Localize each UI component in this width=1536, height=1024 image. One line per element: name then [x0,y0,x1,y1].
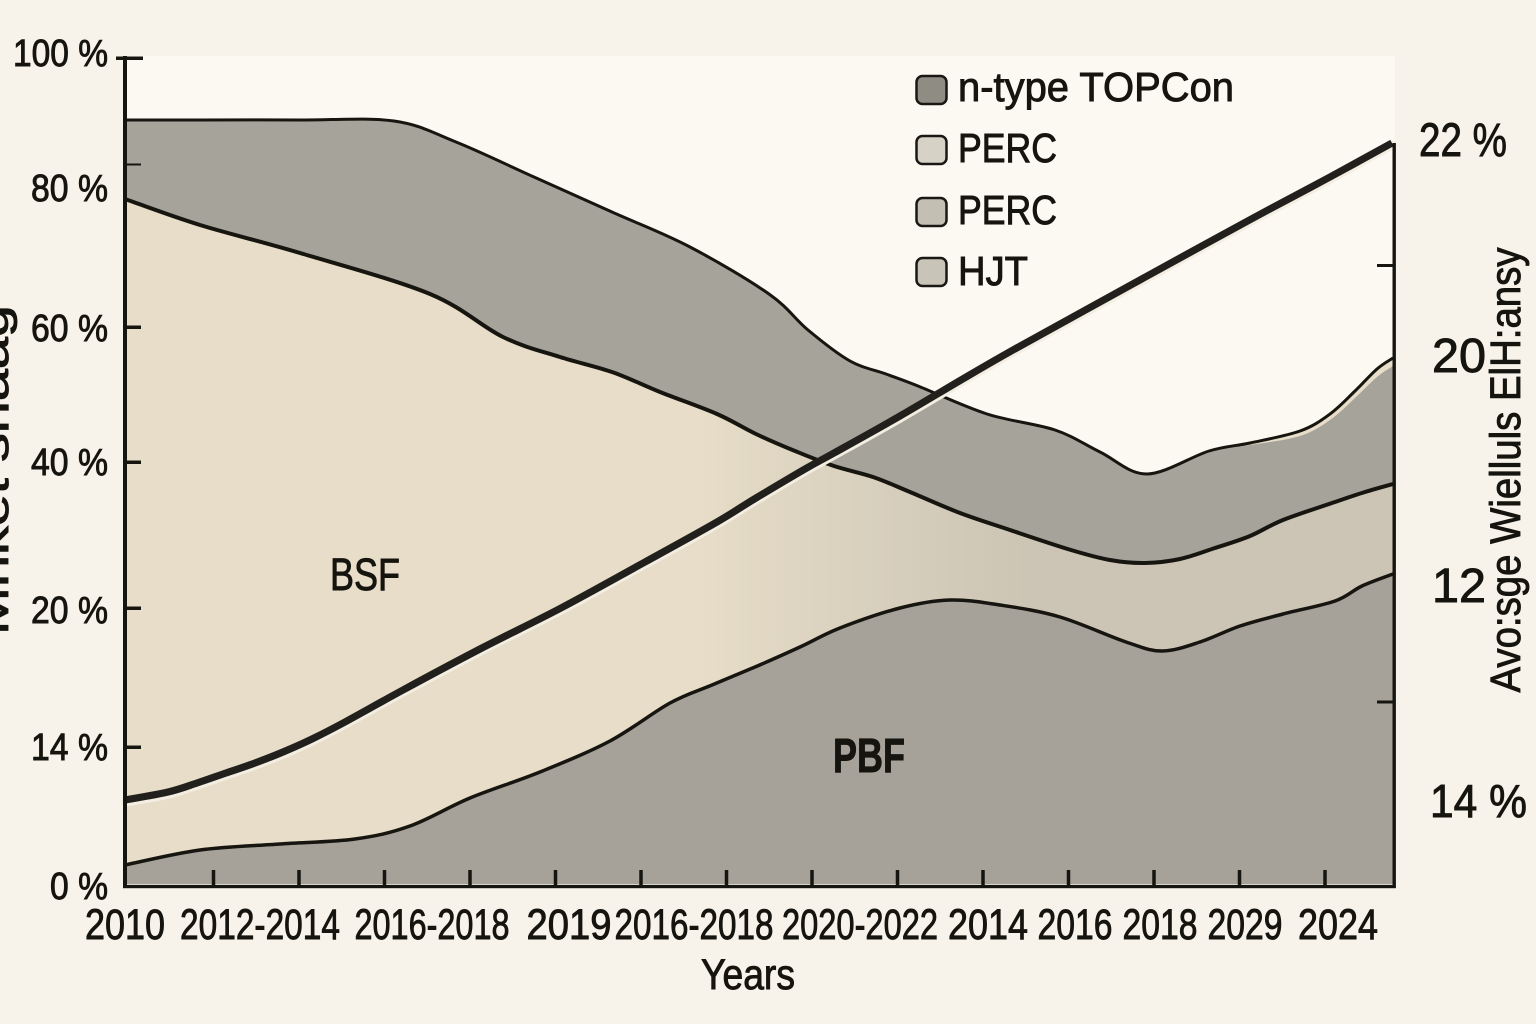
svg-text:22 %: 22 % [1419,113,1507,166]
svg-text:PERC: PERC [958,125,1057,171]
svg-text:2016-2018: 2016-2018 [355,901,510,949]
svg-text:2020-2022: 2020-2022 [782,901,938,949]
svg-text:2024: 2024 [1298,901,1378,949]
svg-text:HJT: HJT [958,248,1028,294]
svg-text:80 %: 80 % [31,168,108,210]
svg-text:60 %: 60 % [31,308,108,350]
svg-text:2016-2018: 2016-2018 [615,901,774,949]
svg-text:2029: 2029 [1208,901,1283,949]
svg-text:Years: Years [701,951,795,999]
svg-text:2012-2014: 2012-2014 [180,901,340,949]
svg-text:100 %: 100 % [13,33,108,75]
svg-text:Avo:sge Wielluls ElH:ansy: Avo:sge Wielluls ElH:ansy [1482,247,1530,692]
svg-text:14 %: 14 % [1430,775,1527,827]
svg-text:Mnket shaag: Mnket shaag [0,305,18,635]
svg-text:PBF: PBF [833,730,905,783]
svg-text:20: 20 [1432,330,1486,383]
svg-text:2014: 2014 [948,901,1028,949]
svg-text:0 %: 0 % [50,866,108,908]
svg-text:PERC: PERC [958,187,1057,233]
svg-text:2016: 2016 [1038,901,1113,949]
svg-text:20 %: 20 % [31,590,108,632]
svg-text:2018: 2018 [1123,901,1198,949]
svg-text:2019: 2019 [527,901,612,949]
svg-text:2010: 2010 [85,901,165,949]
svg-text:12: 12 [1432,560,1486,613]
svg-text:14 %: 14 % [31,727,108,769]
svg-text:n-type TOPCon: n-type TOPCon [958,64,1234,110]
svg-text:BSF: BSF [330,549,400,600]
svg-text:40 %: 40 % [31,442,108,484]
